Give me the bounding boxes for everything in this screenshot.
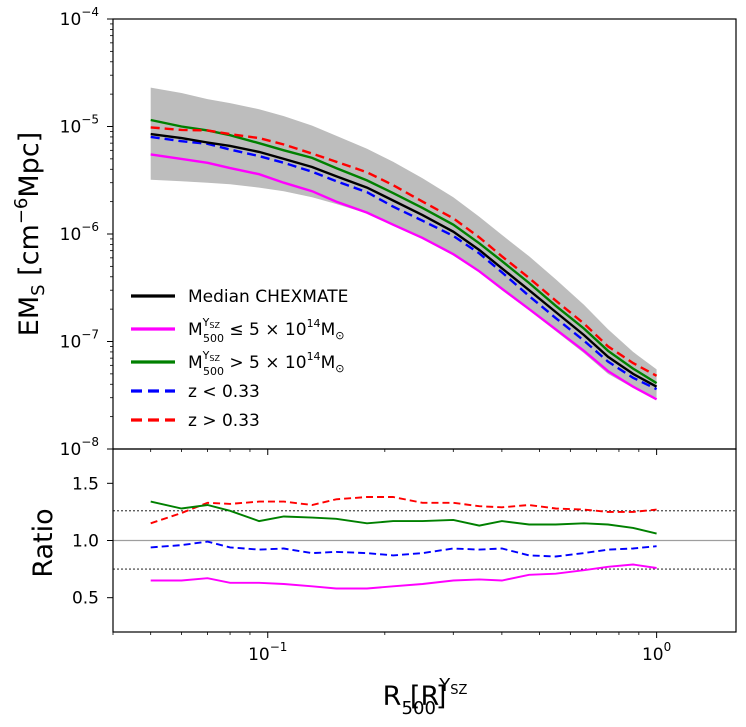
- top-y-tick-label: 10−6: [60, 220, 99, 245]
- legend-m-low-unit: M: [321, 320, 336, 340]
- legend-m-high-unitsub: ⊙: [335, 362, 344, 375]
- top-y-tick-base: 10: [60, 10, 82, 30]
- top-y-axis-title-unit: [cm: [14, 224, 45, 284]
- bottom-y-axis-title: Ratio: [28, 508, 59, 577]
- legend-m-high-exp: 14: [307, 350, 321, 363]
- top-y-axis-title-unit-exp: −6: [11, 198, 32, 225]
- legend-m-high-pre: M: [188, 353, 203, 373]
- x-axis-title-pre: R [R: [383, 681, 440, 712]
- legend-label-z-high: z > 0.33: [188, 411, 260, 431]
- top-y-axis-title: EMS [cm−6Mpc]: [11, 132, 49, 336]
- x-tick-exp: −1: [270, 640, 288, 654]
- legend: Median CHEXMATE MYSZ 500 ≤ 5 × 1014M⊙ MYS…: [131, 287, 348, 431]
- ratio-line-m500-high: [150, 500, 657, 535]
- legend-label-m-high: MYSZ 500 > 5 × 1014M⊙: [188, 349, 344, 378]
- legend-m-low-supsub: SZ: [209, 321, 220, 330]
- x-axis-title: R [RYSZ 500]: [383, 675, 468, 719]
- x-axis-title-sub: 500: [402, 698, 436, 719]
- legend-m-low-rel: ≤ 5 × 10: [224, 320, 307, 340]
- top-y-tick-base: 10: [60, 225, 82, 245]
- legend-label-m-low: MYSZ 500 ≤ 5 × 1014M⊙: [188, 316, 344, 345]
- legend-m-low-unitsub: ⊙: [335, 329, 344, 342]
- top-y-tick-label: 10−4: [60, 5, 99, 30]
- legend-m-low-exp: 14: [307, 317, 321, 330]
- scatter-band: [150, 87, 657, 398]
- top-y-axis-title-unit-close: Mpc]: [14, 132, 45, 198]
- legend-m-low-sup: Y: [202, 316, 210, 329]
- series-line-m500-high: [150, 118, 658, 385]
- top-y-tick-label: 10−7: [60, 328, 99, 353]
- top-y-tick-label: 10−8: [60, 435, 99, 460]
- top-y-tick-base: 10: [60, 118, 82, 138]
- x-axis-title-post: ]: [436, 681, 447, 712]
- x-tick-exp: 0: [664, 640, 672, 654]
- legend-m-high-sub: 500: [203, 365, 224, 378]
- series-line-z-high: [150, 126, 658, 377]
- top-y-tick-base: 10: [60, 440, 82, 460]
- x-tick-base: 10: [248, 645, 270, 665]
- x-tick-label: 100: [642, 640, 671, 665]
- top-y-tick-exp: −4: [81, 5, 99, 19]
- top-y-tick-exp: −5: [81, 113, 99, 127]
- top-y-axis-title-main: EM: [14, 296, 45, 336]
- legend-label-z-low: z < 0.33: [188, 382, 260, 402]
- top-y-tick-label: 10−5: [60, 113, 99, 138]
- legend-m-high-sup: Y: [202, 349, 210, 362]
- ratio-line-m500-low: [150, 563, 657, 590]
- top-y-tick-base: 10: [60, 333, 82, 353]
- x-tick-base: 10: [642, 645, 664, 665]
- series-line-median-chexmate: [150, 132, 658, 388]
- x-tick-label: 10−1: [248, 640, 287, 665]
- series-line-z-low: [150, 135, 658, 391]
- legend-label-median: Median CHEXMATE: [188, 287, 348, 307]
- legend-m-low-pre: M: [188, 320, 203, 340]
- ratio-line-z-high: [150, 496, 657, 525]
- legend-m-high-unit: M: [321, 353, 336, 373]
- bottom-y-tick-label: 1.5: [72, 474, 99, 494]
- x-axis-title-supsub: SZ: [450, 683, 467, 698]
- top-y-tick-exp: −8: [81, 435, 99, 449]
- top-y-tick-exp: −6: [81, 220, 99, 234]
- top-y-tick-exp: −7: [81, 328, 99, 342]
- legend-m-high-rel: > 5 × 10: [224, 353, 307, 373]
- top-y-axis-title-sub: S: [28, 284, 49, 295]
- bottom-y-tick-label: 1.0: [72, 532, 99, 552]
- legend-m-high-supsub: SZ: [209, 354, 220, 363]
- legend-m-low-sub: 500: [203, 332, 224, 345]
- bottom-panel-border: [112, 448, 737, 633]
- top-plot-area: [150, 87, 658, 401]
- bottom-y-tick-label: 0.5: [72, 589, 99, 609]
- x-axis-title-sup: Y: [438, 675, 451, 696]
- bottom-plot-area: [113, 496, 736, 590]
- top-axes: 10−810−710−610−510−4: [60, 5, 658, 460]
- ratio-line-z-low: [150, 540, 657, 558]
- top-panel: 10−810−710−610−510−4 EMS [cm−6Mpc] Media…: [11, 5, 737, 460]
- series-line-m500-low: [150, 153, 658, 401]
